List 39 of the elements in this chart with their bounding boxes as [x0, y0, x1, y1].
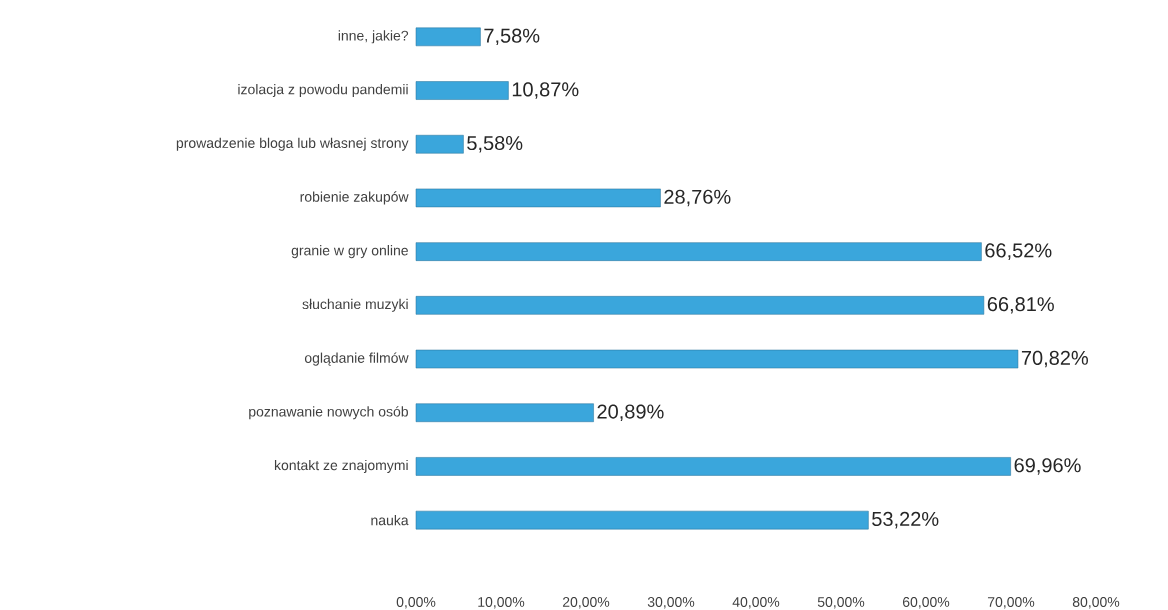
data-label: 66,52% [985, 243, 1052, 260]
data-label: 53,22% [872, 511, 939, 529]
bar [415, 510, 869, 530]
y-tick-label: nauka [371, 515, 409, 526]
data-label: 70,82% [1021, 350, 1088, 368]
bar [415, 242, 982, 261]
bar [415, 403, 594, 422]
x-tick-label: 50,00% [817, 597, 865, 609]
x-tick-label: 30,00% [647, 597, 695, 609]
y-tick-label: poznawanie nowych osób [249, 406, 408, 420]
y-tick-label: granie w gry online [291, 245, 408, 259]
y-tick-label: prowadzenie bloga lub własnej strony [176, 137, 409, 151]
bar [415, 27, 481, 47]
bar [415, 296, 985, 315]
data-label: 10,87% [512, 82, 579, 99]
x-tick-label: 40,00% [732, 597, 780, 609]
x-tick-label: 60,00% [902, 597, 950, 609]
bar [415, 188, 661, 208]
bar [415, 134, 464, 154]
data-label: 5,58% [467, 135, 523, 153]
data-label: 66,81% [987, 297, 1054, 314]
y-tick-label: słuchanie muzyki [302, 298, 408, 312]
x-tick-label: 80,00% [1072, 597, 1120, 609]
y-tick-label: izolacja z powodu pandemii [238, 84, 408, 98]
y-tick-label: inne, jakie? [338, 30, 409, 44]
bar [415, 81, 509, 100]
data-label: 7,58% [484, 28, 540, 46]
x-tick-label: 10,00% [478, 597, 525, 609]
data-label: 28,76% [664, 189, 731, 207]
x-tick-label: 20,00% [562, 597, 610, 609]
data-label: 20,89% [597, 404, 664, 421]
bar [415, 349, 1019, 369]
x-tick-label: 70,00% [987, 597, 1035, 609]
y-tick-label: robienie zakupów [300, 191, 409, 205]
bar [415, 457, 1011, 476]
x-tick-label: 0,00% [396, 597, 436, 609]
y-tick-label: oglądanie filmów [304, 352, 409, 366]
y-tick-label: kontakt ze znajomymi [274, 459, 408, 473]
data-label: 69,96% [1014, 458, 1081, 475]
